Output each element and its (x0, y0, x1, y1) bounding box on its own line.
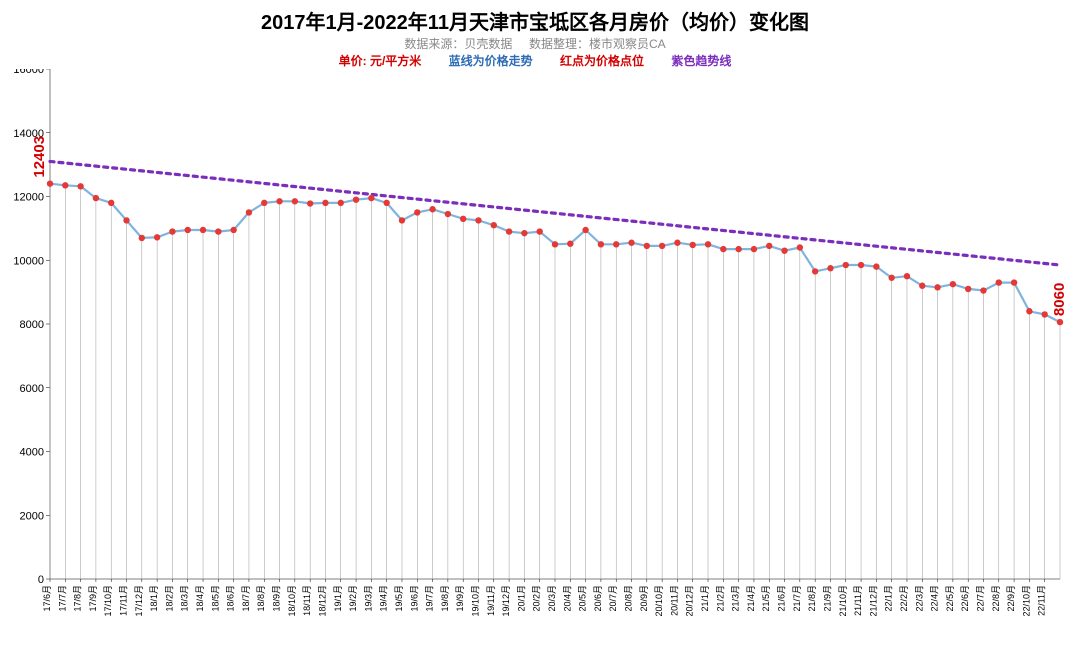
svg-text:17/11月: 17/11月 (119, 585, 129, 616)
svg-text:18/6月: 18/6月 (226, 585, 236, 612)
svg-text:22/10月: 22/10月 (1021, 585, 1031, 617)
svg-text:19/8月: 19/8月 (440, 585, 450, 612)
svg-text:21/7月: 21/7月 (792, 585, 802, 612)
svg-text:18/7月: 18/7月 (241, 585, 251, 612)
svg-text:19/3月: 19/3月 (363, 585, 373, 612)
svg-text:20/2月: 20/2月 (532, 585, 542, 612)
chart-svg: 020004000600080001000012000140001600017/… (0, 69, 1070, 645)
svg-text:19/9月: 19/9月 (455, 585, 465, 612)
svg-text:18/11月: 18/11月 (302, 585, 312, 616)
svg-text:21/3月: 21/3月 (731, 585, 741, 612)
svg-text:22/7月: 22/7月 (975, 585, 985, 612)
svg-text:21/9月: 21/9月 (822, 585, 832, 612)
svg-text:18/5月: 18/5月 (210, 585, 220, 612)
svg-text:19/2月: 19/2月 (348, 585, 358, 612)
chart-legend: 单价: 元/平方米 蓝线为价格走势 红点为价格点位 紫色趋势线 (0, 52, 1070, 69)
svg-text:21/11月: 21/11月 (853, 585, 863, 616)
svg-text:16000: 16000 (13, 69, 44, 76)
svg-text:21/12月: 21/12月 (868, 585, 878, 617)
chart-source: 数据来源：贝壳数据 数据整理：楼市观察员CA (0, 35, 1070, 52)
chart-container: 2017年1月-2022年11月天津市宝坻区各月房价（均价）变化图 数据来源：贝… (0, 0, 1070, 656)
svg-text:21/1月: 21/1月 (700, 585, 710, 612)
svg-text:22/3月: 22/3月 (914, 585, 924, 612)
svg-text:18/9月: 18/9月 (272, 585, 282, 612)
svg-text:12403: 12403 (31, 136, 48, 178)
svg-text:19/5月: 19/5月 (394, 585, 404, 612)
svg-text:22/6月: 22/6月 (960, 585, 970, 612)
svg-text:8000: 8000 (20, 319, 44, 331)
svg-text:4000: 4000 (20, 447, 44, 459)
svg-text:0: 0 (38, 574, 44, 586)
chart-title: 2017年1月-2022年11月天津市宝坻区各月房价（均价）变化图 (0, 0, 1070, 35)
svg-text:2000: 2000 (20, 510, 44, 522)
svg-text:18/1月: 18/1月 (149, 585, 159, 612)
svg-text:21/2月: 21/2月 (715, 585, 725, 612)
svg-text:20/5月: 20/5月 (578, 585, 588, 612)
svg-text:17/8月: 17/8月 (73, 585, 83, 612)
legend-blue: 蓝线为价格走势 (449, 54, 533, 68)
svg-text:19/12月: 19/12月 (501, 585, 511, 617)
svg-text:22/8月: 22/8月 (991, 585, 1001, 612)
legend-purple: 紫色趋势线 (671, 54, 731, 68)
svg-text:20/4月: 20/4月 (562, 585, 572, 612)
svg-text:21/10月: 21/10月 (838, 585, 848, 617)
svg-text:18/10月: 18/10月 (287, 585, 297, 617)
svg-text:6000: 6000 (20, 383, 44, 395)
svg-text:18/12月: 18/12月 (317, 585, 327, 617)
svg-text:22/1月: 22/1月 (884, 585, 894, 612)
svg-text:18/8月: 18/8月 (256, 585, 266, 612)
svg-text:17/9月: 17/9月 (88, 585, 98, 612)
svg-text:12000: 12000 (13, 192, 44, 204)
source-right: 数据整理：楼市观察员CA (529, 37, 666, 51)
svg-text:17/7月: 17/7月 (57, 585, 67, 612)
svg-text:18/3月: 18/3月 (180, 585, 190, 612)
svg-text:17/6月: 17/6月 (42, 585, 52, 612)
svg-text:8060: 8060 (1051, 283, 1068, 316)
svg-text:22/9月: 22/9月 (1006, 585, 1016, 612)
source-left: 数据来源：贝壳数据 (404, 37, 512, 51)
svg-text:10000: 10000 (13, 255, 44, 267)
svg-text:18/2月: 18/2月 (164, 585, 174, 612)
svg-text:20/1月: 20/1月 (516, 585, 526, 612)
svg-text:19/11月: 19/11月 (486, 585, 496, 616)
legend-unit: 单价: 元/平方米 (339, 54, 422, 68)
svg-text:20/11月: 20/11月 (669, 585, 679, 616)
svg-text:20/8月: 20/8月 (624, 585, 634, 612)
svg-text:20/3月: 20/3月 (547, 585, 557, 612)
svg-text:21/4月: 21/4月 (746, 585, 756, 612)
svg-text:21/8月: 21/8月 (807, 585, 817, 612)
svg-text:22/2月: 22/2月 (899, 585, 909, 612)
svg-text:19/10月: 19/10月 (470, 585, 480, 617)
svg-text:20/12月: 20/12月 (685, 585, 695, 617)
svg-text:17/10月: 17/10月 (103, 585, 113, 617)
svg-text:22/5月: 22/5月 (945, 585, 955, 612)
svg-text:19/1月: 19/1月 (333, 585, 343, 612)
svg-text:19/4月: 19/4月 (379, 585, 389, 612)
svg-text:22/4月: 22/4月 (930, 585, 940, 612)
svg-text:20/7月: 20/7月 (608, 585, 618, 612)
svg-text:20/10月: 20/10月 (654, 585, 664, 617)
svg-text:21/5月: 21/5月 (761, 585, 771, 612)
svg-text:20/6月: 20/6月 (593, 585, 603, 612)
svg-text:19/7月: 19/7月 (425, 585, 435, 612)
svg-text:20/9月: 20/9月 (639, 585, 649, 612)
svg-text:21/6月: 21/6月 (777, 585, 787, 612)
legend-red: 红点为价格点位 (560, 54, 644, 68)
svg-text:18/4月: 18/4月 (195, 585, 205, 612)
svg-text:17/12月: 17/12月 (134, 585, 144, 617)
svg-text:22/11月: 22/11月 (1037, 585, 1047, 616)
svg-text:19/6月: 19/6月 (409, 585, 419, 612)
